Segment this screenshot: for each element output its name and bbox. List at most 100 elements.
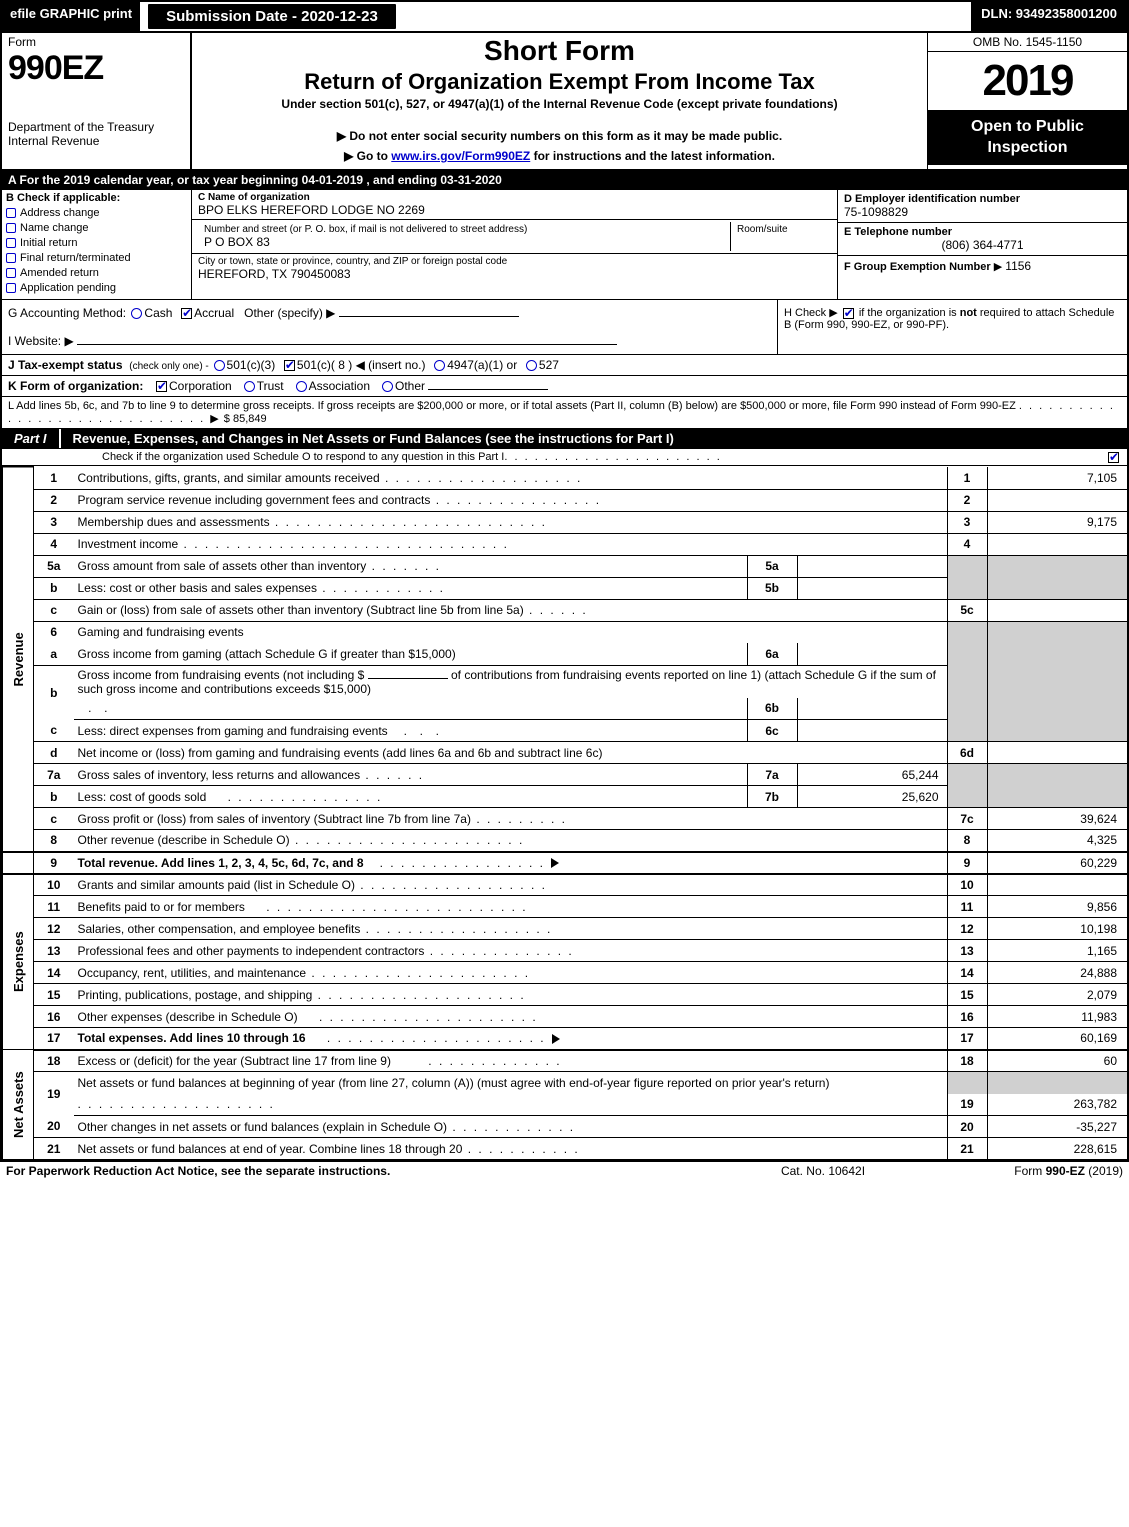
l21-rno: 21 [947, 1138, 987, 1160]
j-501c3-radio[interactable] [214, 360, 225, 371]
form-header: Form 990EZ Department of the Treasury In… [2, 33, 1127, 171]
l5c-rno: 5c [947, 599, 987, 621]
website-field[interactable] [77, 344, 617, 345]
l7a-no: 7a [34, 764, 74, 786]
l11-no: 11 [34, 896, 74, 918]
l12-no: 12 [34, 918, 74, 940]
page-footer: For Paperwork Reduction Act Notice, see … [0, 1162, 1129, 1180]
l6a-no: a [34, 643, 74, 665]
section-b-head: B Check if applicable: [6, 192, 187, 204]
l5a-rno-grey [947, 555, 987, 577]
f-value: 1156 [1005, 259, 1031, 273]
l9-desc: Total revenue. Add lines 1, 2, 3, 4, 5c,… [78, 856, 364, 870]
omb-number: OMB No. 1545-1150 [928, 33, 1127, 52]
j-o1: 501(c)(3) [227, 358, 276, 372]
l5b-rval-grey [987, 577, 1127, 599]
l8-rno: 8 [947, 830, 987, 852]
l11-desc: Benefits paid to or for members [78, 900, 245, 914]
part1-sub-dots: . . . . . . . . . . . . . . . . . . . . … [504, 451, 1081, 463]
l6a-subno: 6a [747, 643, 797, 665]
footer-right: Form 990-EZ (2019) [923, 1164, 1123, 1178]
l12-rno: 12 [947, 918, 987, 940]
l4-val [987, 533, 1127, 555]
part1-sub: Check if the organization used Schedule … [2, 449, 1127, 466]
sections-g-h: G Accounting Method: Cash Accrual Other … [2, 300, 1127, 355]
l9-no: 9 [34, 852, 74, 874]
part1-sub-text: Check if the organization used Schedule … [102, 451, 504, 463]
l11-val: 9,856 [987, 896, 1127, 918]
h-not: not [960, 307, 977, 319]
chk-final-return[interactable]: Final return/terminated [6, 252, 187, 264]
l6c-no: c [34, 720, 74, 742]
i-label: I Website: ▶ [8, 334, 74, 348]
chk-application-pending[interactable]: Application pending [6, 282, 187, 294]
l3-no: 3 [34, 511, 74, 533]
l6c-desc: Less: direct expenses from gaming and fu… [78, 724, 388, 738]
g-cash-radio[interactable] [131, 308, 142, 319]
g-label: G Accounting Method: [8, 306, 126, 320]
j-501c-checkbox[interactable] [284, 360, 295, 371]
l17-val: 60,169 [987, 1028, 1127, 1050]
l-text: L Add lines 5b, 6c, and 7b to line 9 to … [8, 400, 1016, 412]
form-subtitle: Under section 501(c), 527, or 4947(a)(1)… [202, 97, 917, 111]
l5c-no: c [34, 599, 74, 621]
k-o1: Corporation [169, 379, 232, 393]
header-left: Form 990EZ Department of the Treasury In… [2, 33, 192, 169]
l16-desc: Other expenses (describe in Schedule O) [78, 1010, 298, 1024]
g-other-lbl: Other (specify) ▶ [244, 306, 335, 320]
section-h: H Check ▶ if the organization is not req… [777, 300, 1127, 354]
l5b-rno-grey [947, 577, 987, 599]
l7a-subno: 7a [747, 764, 797, 786]
tax-year: 2019 [928, 52, 1127, 111]
c-city-value: HEREFORD, TX 790450083 [198, 267, 831, 281]
irs-link[interactable]: www.irs.gov/Form990EZ [391, 149, 530, 163]
l10-val [987, 874, 1127, 896]
l6d-no: d [34, 742, 74, 764]
l14-rno: 14 [947, 962, 987, 984]
l6b-amount-field[interactable] [368, 678, 448, 679]
l5a-no: 5a [34, 555, 74, 577]
arrow-icon [551, 858, 559, 868]
k-assoc-radio[interactable] [296, 381, 307, 392]
l18-no: 18 [34, 1050, 74, 1072]
l21-val: 228,615 [987, 1138, 1127, 1160]
l17-no: 17 [34, 1028, 74, 1050]
k-corp-checkbox[interactable] [156, 381, 167, 392]
l16-no: 16 [34, 1006, 74, 1028]
l3-val: 9,175 [987, 511, 1127, 533]
l9-val: 60,229 [987, 852, 1127, 874]
part1-table: Revenue 1 Contributions, gifts, grants, … [2, 466, 1127, 1160]
chk-initial-return[interactable]: Initial return [6, 237, 187, 249]
expenses-side-label: Expenses [3, 874, 34, 1050]
chk-address-change[interactable]: Address change [6, 207, 187, 219]
efile-print-button[interactable]: efile GRAPHIC print [2, 2, 140, 31]
k-trust-radio[interactable] [244, 381, 255, 392]
l4-rno: 4 [947, 533, 987, 555]
l18-rno: 18 [947, 1050, 987, 1072]
chk-amended-return[interactable]: Amended return [6, 267, 187, 279]
l5b-desc: Less: cost or other basis and sales expe… [78, 581, 317, 595]
g-other-field[interactable] [339, 316, 519, 317]
l6d-rno: 6d [947, 742, 987, 764]
j-4947-radio[interactable] [434, 360, 445, 371]
part1-schedule-o-checkbox[interactable] [1108, 452, 1119, 463]
l15-desc: Printing, publications, postage, and shi… [78, 988, 313, 1002]
j-527-radio[interactable] [526, 360, 537, 371]
section-k: K Form of organization: Corporation Trus… [2, 376, 1127, 397]
l19-val: 263,782 [987, 1094, 1127, 1116]
l14-val: 24,888 [987, 962, 1127, 984]
k-other-radio[interactable] [382, 381, 393, 392]
l6a-desc: Gross income from gaming (attach Schedul… [78, 647, 456, 661]
l20-desc: Other changes in net assets or fund bala… [78, 1120, 448, 1134]
l16-val: 11,983 [987, 1006, 1127, 1028]
form-label: Form [8, 35, 184, 49]
l6-desc: Gaming and fundraising events [78, 625, 244, 639]
l13-val: 1,165 [987, 940, 1127, 962]
h-checkbox[interactable] [843, 308, 854, 319]
l7b-no: b [34, 786, 74, 808]
chk-name-change[interactable]: Name change [6, 222, 187, 234]
l2-desc: Program service revenue including govern… [78, 493, 431, 507]
e-label: E Telephone number [844, 226, 1121, 238]
k-other-field[interactable] [428, 389, 548, 390]
g-accrual-checkbox[interactable] [181, 308, 192, 319]
